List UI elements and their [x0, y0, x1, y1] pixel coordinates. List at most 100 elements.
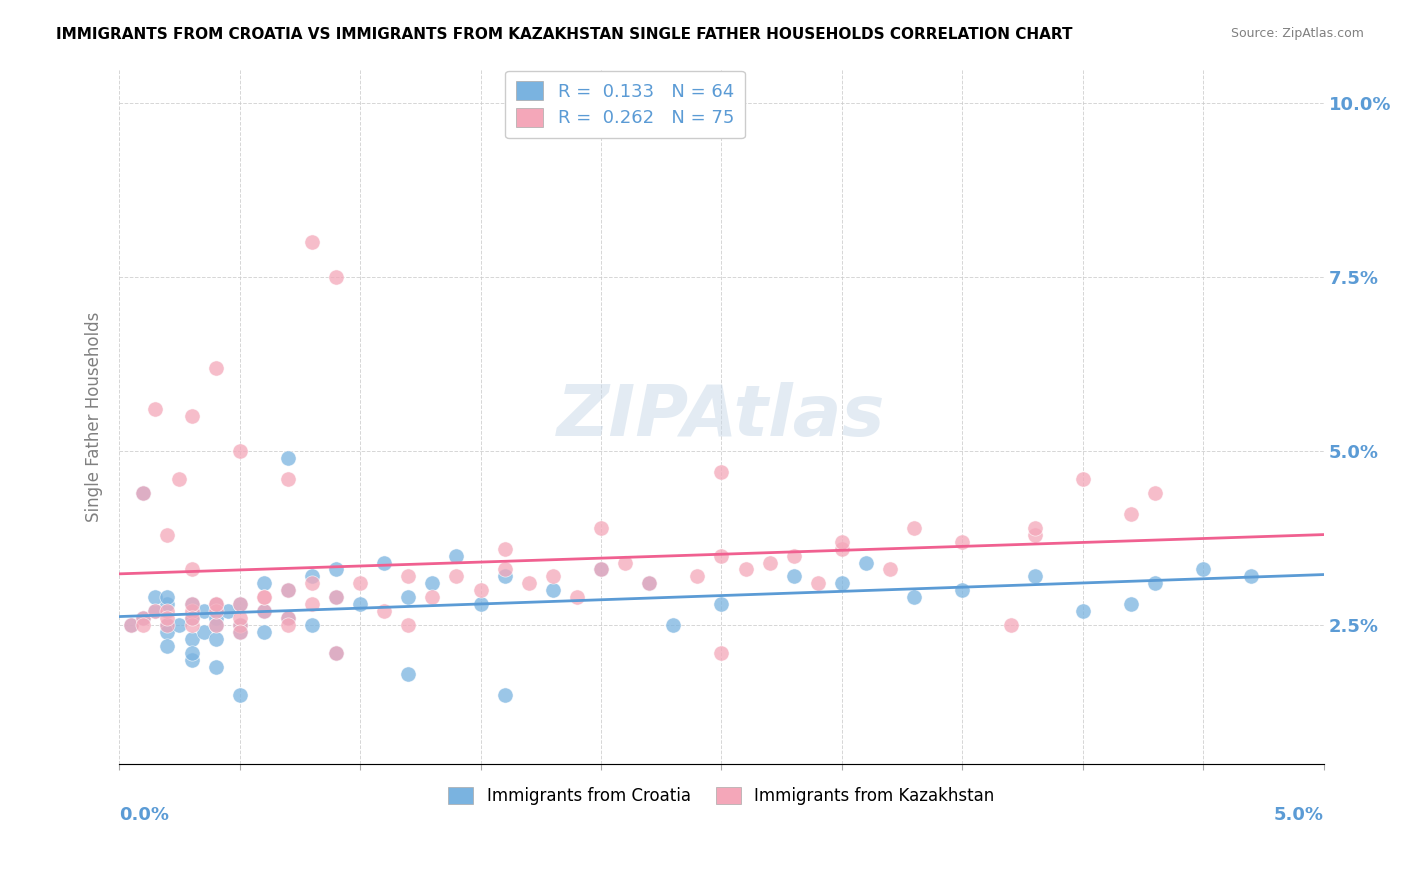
Point	[686, 569, 709, 583]
Point	[180, 604, 202, 618]
Point	[325, 646, 347, 660]
Point	[783, 549, 806, 563]
Point	[855, 556, 877, 570]
Point	[589, 562, 612, 576]
Point	[180, 646, 202, 660]
Point	[145, 591, 167, 605]
Point	[1143, 486, 1166, 500]
Point	[831, 576, 853, 591]
Point	[1024, 527, 1046, 541]
Point	[589, 562, 612, 576]
Point	[494, 562, 516, 576]
Point	[446, 549, 468, 563]
Point	[734, 562, 756, 576]
Point	[180, 632, 202, 646]
Point	[277, 583, 299, 598]
Point	[1119, 507, 1142, 521]
Point	[228, 625, 250, 640]
Point	[301, 618, 323, 632]
Point	[169, 472, 191, 486]
Point	[156, 639, 179, 653]
Point	[710, 646, 733, 660]
Point	[396, 666, 419, 681]
Point	[204, 597, 226, 611]
Point	[180, 597, 202, 611]
Point	[217, 604, 239, 618]
Point	[204, 604, 226, 618]
Point	[325, 270, 347, 285]
Text: Source: ZipAtlas.com: Source: ZipAtlas.com	[1230, 27, 1364, 40]
Y-axis label: Single Father Households: Single Father Households	[86, 311, 103, 522]
Point	[710, 597, 733, 611]
Point	[204, 618, 226, 632]
Point	[903, 591, 925, 605]
Point	[1192, 562, 1215, 576]
Point	[396, 569, 419, 583]
Point	[1024, 569, 1046, 583]
Point	[253, 625, 276, 640]
Point	[253, 591, 276, 605]
Point	[253, 604, 276, 618]
Point	[783, 569, 806, 583]
Point	[180, 653, 202, 667]
Point	[325, 591, 347, 605]
Point	[1240, 569, 1263, 583]
Point	[156, 591, 179, 605]
Point	[950, 534, 973, 549]
Point	[253, 604, 276, 618]
Point	[494, 541, 516, 556]
Point	[228, 597, 250, 611]
Point	[301, 235, 323, 250]
Point	[373, 604, 395, 618]
Point	[565, 591, 588, 605]
Point	[710, 465, 733, 479]
Point	[204, 660, 226, 674]
Point	[180, 409, 202, 424]
Point	[662, 618, 685, 632]
Point	[446, 569, 468, 583]
Point	[204, 632, 226, 646]
Point	[228, 618, 250, 632]
Point	[132, 618, 155, 632]
Point	[349, 576, 371, 591]
Point	[180, 562, 202, 576]
Point	[1143, 576, 1166, 591]
Point	[494, 688, 516, 702]
Point	[204, 611, 226, 625]
Point	[879, 562, 901, 576]
Point	[903, 521, 925, 535]
Point	[1071, 472, 1094, 486]
Point	[470, 597, 492, 611]
Point	[228, 611, 250, 625]
Point	[228, 618, 250, 632]
Point	[204, 360, 226, 375]
Point	[180, 618, 202, 632]
Point	[277, 618, 299, 632]
Point	[325, 646, 347, 660]
Point	[132, 486, 155, 500]
Point	[1024, 521, 1046, 535]
Point	[277, 611, 299, 625]
Point	[301, 597, 323, 611]
Point	[228, 444, 250, 458]
Point	[132, 611, 155, 625]
Text: 0.0%: 0.0%	[120, 806, 169, 824]
Point	[301, 576, 323, 591]
Text: 5.0%: 5.0%	[1274, 806, 1323, 824]
Point	[132, 611, 155, 625]
Point	[710, 549, 733, 563]
Point	[132, 486, 155, 500]
Point	[180, 611, 202, 625]
Text: IMMIGRANTS FROM CROATIA VS IMMIGRANTS FROM KAZAKHSTAN SINGLE FATHER HOUSEHOLDS C: IMMIGRANTS FROM CROATIA VS IMMIGRANTS FR…	[56, 27, 1073, 42]
Point	[638, 576, 661, 591]
Point	[228, 597, 250, 611]
Point	[1119, 597, 1142, 611]
Point	[277, 472, 299, 486]
Point	[831, 534, 853, 549]
Point	[180, 597, 202, 611]
Legend: Immigrants from Croatia, Immigrants from Kazakhstan: Immigrants from Croatia, Immigrants from…	[441, 780, 1001, 812]
Point	[589, 521, 612, 535]
Point	[373, 556, 395, 570]
Point	[156, 597, 179, 611]
Point	[145, 402, 167, 417]
